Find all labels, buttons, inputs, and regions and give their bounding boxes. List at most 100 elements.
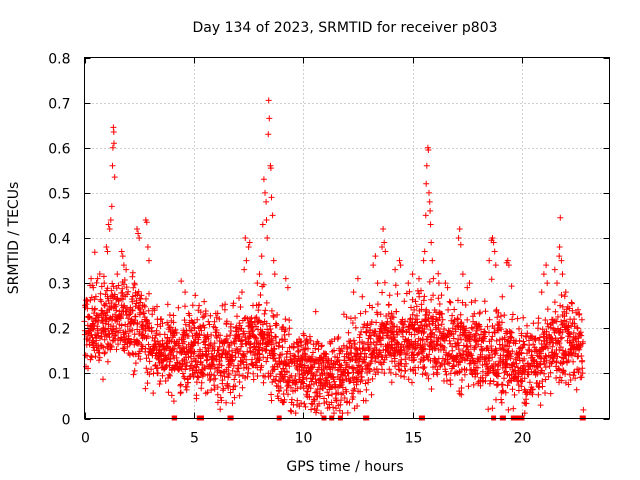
data-point: [343, 364, 350, 371]
chart-title: Day 134 of 2023, SRMTID for receiver p80…: [192, 20, 497, 36]
data-point: [237, 304, 244, 310]
data-point: [471, 310, 478, 317]
data-point: [406, 288, 413, 295]
data-point: [442, 280, 449, 287]
data-point: [255, 356, 262, 363]
data-point: [119, 289, 126, 296]
data-point: [110, 323, 117, 330]
data-point: [454, 353, 461, 360]
data-point: [565, 357, 572, 364]
data-point: [223, 335, 230, 342]
data-point: [350, 387, 357, 394]
data-point: [426, 278, 433, 285]
data-point: [509, 348, 516, 355]
data-point: [111, 140, 117, 147]
data-point: [258, 253, 265, 260]
data-point: [543, 341, 550, 348]
data-point: [430, 292, 437, 299]
data-point: [118, 322, 125, 329]
data-point: [270, 257, 277, 264]
data-point: [284, 284, 291, 291]
data-point: [260, 176, 267, 183]
data-point: [566, 371, 573, 378]
data-point: [340, 311, 347, 318]
data-point: [541, 370, 548, 377]
data-point: [557, 335, 564, 342]
data-point: [476, 323, 483, 330]
data-point: [329, 373, 336, 380]
y-tick-label: 0.6: [48, 142, 70, 158]
data-point: [491, 248, 498, 255]
data-point: [508, 283, 515, 290]
data-point: [241, 353, 248, 360]
data-point: [441, 344, 448, 351]
data-point: [103, 244, 110, 250]
x-tick-label: 0: [81, 431, 90, 447]
data-point: [90, 284, 97, 291]
data-point: [420, 365, 427, 372]
data-point: [463, 325, 470, 332]
data-point: [186, 312, 193, 319]
data-point: [467, 342, 474, 349]
data-point: [98, 343, 105, 350]
data-point: [362, 308, 369, 315]
data-point: [275, 343, 282, 350]
data-point: [349, 365, 356, 372]
data-point: [301, 346, 308, 353]
data-point: [145, 307, 152, 314]
x-tick-label: 10: [295, 431, 313, 447]
data-point: [382, 248, 389, 255]
data-point: [228, 328, 234, 334]
data-point: [220, 346, 227, 353]
data-point: [493, 396, 499, 403]
data-point: [118, 248, 125, 255]
data-point: [256, 271, 263, 278]
data-point: [486, 357, 493, 364]
data-point: [178, 278, 185, 285]
data-point: [117, 327, 123, 334]
data-point: [391, 323, 398, 330]
data-point: [333, 397, 340, 404]
data-point: [547, 369, 554, 376]
data-point: [475, 322, 482, 329]
x-tick-label: 5: [190, 431, 199, 447]
data-point: [115, 341, 121, 348]
data-point: [458, 336, 465, 343]
data-point: [144, 244, 151, 250]
data-point: [343, 388, 350, 395]
data-point: [428, 386, 435, 392]
data-point: [95, 345, 102, 352]
data-point: [394, 331, 401, 338]
data-point: [158, 316, 165, 322]
data-point: [451, 306, 458, 313]
data-point: [211, 386, 218, 393]
data-point: [282, 316, 289, 323]
data-point: [123, 312, 130, 319]
data-point: [363, 354, 370, 360]
data-point: [402, 356, 409, 363]
data-point: [451, 363, 458, 370]
data-point: [228, 339, 234, 346]
data-point: [368, 391, 375, 398]
data-point: [277, 378, 284, 385]
data-point: [411, 331, 418, 338]
data-point: [539, 326, 546, 333]
data-point: [552, 308, 559, 315]
data-point: [181, 317, 188, 324]
data-point: [108, 344, 115, 350]
data-point: [357, 331, 363, 338]
data-point: [263, 320, 270, 327]
data-point: [383, 321, 390, 328]
data-point: [539, 383, 546, 390]
data-point: [118, 311, 125, 318]
data-point: [556, 366, 563, 373]
data-point: [571, 320, 578, 327]
data-point: [452, 328, 459, 335]
data-point: [228, 321, 234, 328]
data-point: [210, 362, 217, 368]
data-point: [523, 400, 530, 407]
data-point: [442, 368, 449, 375]
data-point: [150, 390, 157, 397]
data-point: [445, 306, 452, 313]
data-point: [310, 364, 317, 371]
